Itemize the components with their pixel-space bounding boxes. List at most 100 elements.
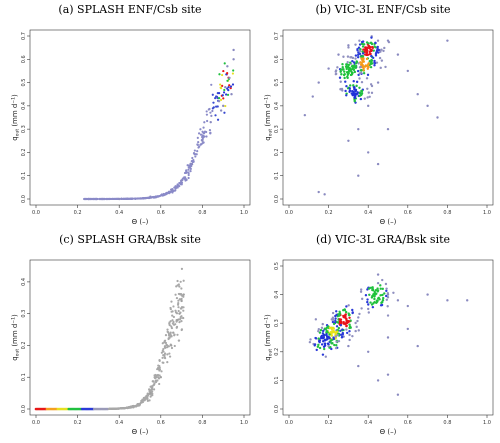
data-point	[164, 346, 167, 349]
data-point	[182, 309, 185, 312]
data-point	[331, 311, 335, 315]
data-point	[361, 52, 365, 55]
data-point	[191, 156, 194, 160]
data-point	[373, 45, 376, 48]
data-point	[151, 392, 154, 395]
y-axis-label: qout (mm d−1)	[11, 314, 21, 361]
data-point	[192, 160, 195, 163]
data-point	[381, 299, 385, 302]
data-point	[358, 77, 361, 80]
data-point	[361, 55, 364, 58]
data-point	[143, 399, 146, 402]
data-point	[382, 296, 385, 300]
data-point	[370, 45, 374, 49]
data-point	[323, 338, 327, 342]
data-point	[178, 321, 181, 324]
data-point	[146, 396, 149, 399]
data-point	[446, 39, 449, 42]
data-point	[187, 176, 190, 180]
data-point	[190, 162, 194, 166]
x-tick-label: 0.0	[32, 420, 40, 426]
data-point	[353, 94, 357, 98]
data-point	[154, 373, 157, 377]
x-tick-label: 0.6	[157, 420, 165, 426]
data-point	[386, 373, 390, 376]
y-tick-label: 0.0	[274, 405, 280, 413]
data-point	[358, 91, 362, 95]
data-point	[164, 334, 168, 337]
data-point	[368, 293, 371, 296]
data-point	[341, 331, 345, 335]
data-marks	[303, 35, 449, 196]
data-point	[180, 299, 183, 303]
data-point	[343, 76, 346, 80]
data-point	[218, 92, 221, 95]
data-point	[370, 41, 373, 45]
panel-title: (c) SPLASH GRA/Bsk site	[59, 233, 201, 246]
data-point	[202, 126, 205, 129]
x-tick-label: 0.0	[285, 210, 293, 216]
data-point	[348, 316, 351, 319]
data-point	[176, 303, 180, 306]
data-point	[163, 356, 166, 359]
data-point	[154, 379, 157, 382]
y-tick-label: 0.3	[21, 310, 27, 318]
data-point	[221, 84, 224, 87]
data-point	[366, 73, 370, 77]
data-point	[83, 197, 87, 201]
data-point	[362, 67, 365, 70]
x-axis-label: Θ (–)	[380, 428, 397, 436]
data-point	[114, 407, 117, 410]
data-point	[341, 335, 344, 339]
data-point	[334, 346, 338, 350]
data-point	[214, 114, 217, 117]
data-point	[173, 333, 176, 336]
data-point	[379, 66, 382, 70]
x-axis-label: Θ (–)	[132, 218, 149, 226]
data-point	[170, 326, 174, 330]
x-axis-label: Θ (–)	[380, 218, 397, 226]
x-tick-label: 0.6	[404, 210, 412, 216]
data-point	[176, 333, 179, 336]
data-point	[201, 139, 204, 142]
y-tick-label: 0.7	[274, 32, 280, 40]
data-point	[348, 323, 351, 326]
data-point	[354, 62, 358, 65]
data-point	[373, 297, 376, 301]
data-point	[317, 329, 320, 333]
data-point	[219, 86, 222, 89]
data-point	[137, 404, 140, 407]
y-tick-label: 0.7	[21, 32, 27, 40]
data-point	[360, 40, 364, 44]
data-point	[346, 66, 349, 69]
data-point	[376, 281, 380, 285]
data-point	[115, 197, 118, 201]
data-point	[144, 396, 147, 399]
data-point	[353, 87, 356, 91]
data-point	[386, 293, 390, 296]
data-point	[180, 297, 183, 300]
data-point	[343, 72, 346, 76]
data-point	[376, 290, 379, 293]
data-point	[166, 328, 169, 331]
data-point	[179, 315, 182, 319]
data-point	[210, 83, 213, 86]
data-point	[366, 288, 369, 291]
data-point	[199, 128, 202, 131]
data-point	[384, 294, 388, 298]
data-point	[358, 39, 361, 42]
data-point	[349, 84, 352, 87]
data-point	[193, 149, 196, 152]
data-point	[182, 316, 185, 320]
data-point	[217, 100, 221, 103]
data-point	[379, 304, 383, 307]
data-point	[201, 135, 204, 139]
x-tick-label: 0.6	[157, 210, 165, 216]
data-point	[366, 298, 369, 301]
data-point	[131, 197, 135, 200]
data-point	[180, 179, 183, 182]
data-point	[372, 49, 375, 52]
data-point	[381, 293, 384, 297]
data-point	[181, 177, 184, 180]
